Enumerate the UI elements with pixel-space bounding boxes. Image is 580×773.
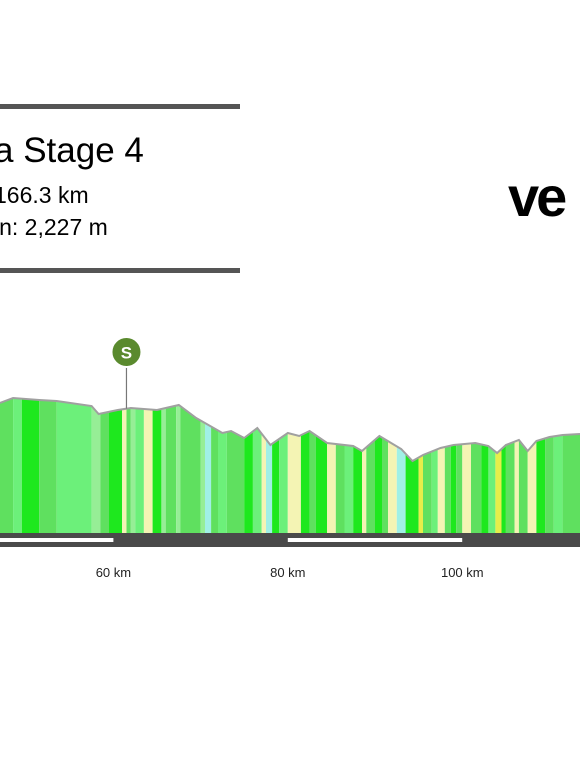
x-tick-label: 100 km (441, 565, 484, 580)
profile-segment-55 (488, 446, 496, 533)
profile-segment-9 (122, 408, 127, 533)
profile-segment-20 (205, 423, 212, 533)
sprint-marker: S (110, 336, 143, 409)
profile-segment-2 (13, 398, 22, 533)
profile-segment-43 (396, 446, 406, 533)
profile-segment-57 (501, 445, 506, 533)
distance-stripe-2 (287, 538, 463, 542)
profile-segment-17 (176, 405, 181, 533)
profile-segment-18 (180, 406, 201, 533)
x-axis-ticks: 60 km 80 km 100 km (96, 565, 484, 580)
profile-segment-23 (226, 431, 245, 533)
profile-segment-61 (527, 441, 537, 533)
profile-segment-1 (0, 398, 14, 533)
profile-segment-5 (56, 401, 92, 533)
profile-segment-4 (39, 400, 57, 533)
profile-segment-15 (161, 408, 166, 533)
profile-segment-46 (423, 451, 432, 533)
profile-segment-59 (514, 440, 519, 533)
profile-segment-41 (382, 437, 389, 533)
profile-segment-30 (287, 433, 301, 533)
profile-segment-64 (553, 435, 563, 533)
profile-segment-49 (444, 445, 451, 533)
distance-stripes (0, 538, 463, 542)
profile-segment-21 (211, 426, 218, 533)
profile-segment-54 (481, 444, 489, 533)
profile-segment-38 (362, 447, 367, 533)
x-tick-label: 60 km (96, 565, 131, 580)
profile-segment-33 (315, 435, 328, 533)
profile-segment-34 (327, 443, 336, 533)
profile-segment-27 (266, 439, 273, 533)
profile-segment-24 (244, 431, 253, 533)
profile-segment-26 (261, 433, 266, 533)
profile-segment-45 (418, 455, 423, 533)
profile-segment-28 (272, 439, 280, 533)
elevation-profile-chart: 60 km 80 km 100 km S (0, 336, 580, 580)
sprint-marker-circle (110, 336, 143, 368)
header-bottom-rule (0, 268, 240, 273)
profile-segment-52 (462, 443, 471, 533)
profile-segment-44 (405, 453, 419, 533)
profile-segment-16 (165, 405, 177, 533)
brand-logo: ve (508, 165, 567, 228)
header-top-rule (0, 104, 240, 109)
profile-segment-53 (471, 443, 482, 533)
profile-segment-6 (91, 406, 101, 533)
profile-segment-8 (109, 409, 123, 533)
profile-segment-22 (218, 430, 227, 533)
profile-segment-3 (21, 398, 40, 533)
profile-segment-48 (437, 447, 445, 533)
profile-segment-62 (536, 438, 546, 533)
profile-segment-58 (505, 441, 515, 533)
profile-segment-10 (126, 408, 131, 533)
profile-segment-13 (143, 409, 153, 533)
profile-segment-7 (100, 411, 109, 533)
distance-stripe-1 (0, 538, 114, 542)
x-tick-label: 80 km (270, 565, 305, 580)
profile-segment-31 (300, 431, 310, 533)
stage-elevation-gain: in: 2,227 m (0, 214, 108, 240)
profile-segment-56 (495, 449, 502, 533)
profile-segment-36 (344, 445, 354, 533)
profile-segment-29 (279, 433, 288, 533)
profile-segment-37 (353, 446, 362, 533)
profile-segment-47 (431, 449, 438, 533)
profile-outline (0, 396, 580, 463)
profile-segment-12 (135, 408, 144, 533)
profile-segment-35 (335, 444, 345, 533)
profile-segment-51 (456, 444, 463, 533)
sprint-marker-letter: S (121, 344, 132, 363)
profile-segment-11 (130, 408, 136, 533)
profile-segment-14 (152, 409, 162, 533)
profile-segment-40 (375, 436, 382, 533)
profile-segment-32 (309, 431, 316, 533)
profile-segment-50 (450, 444, 457, 533)
profile-segment-63 (545, 436, 554, 533)
stage-distance: 166.3 km (0, 182, 89, 208)
profile-segment-25 (252, 428, 262, 533)
profile-segment-42 (388, 441, 397, 533)
profile-segment-19 (200, 420, 205, 533)
profile-segments (0, 398, 580, 533)
profile-segment-60 (518, 440, 528, 533)
profile-segment-39 (366, 439, 375, 533)
profile-segment-65 (562, 434, 580, 533)
stage-title: a Stage 4 (0, 131, 144, 170)
